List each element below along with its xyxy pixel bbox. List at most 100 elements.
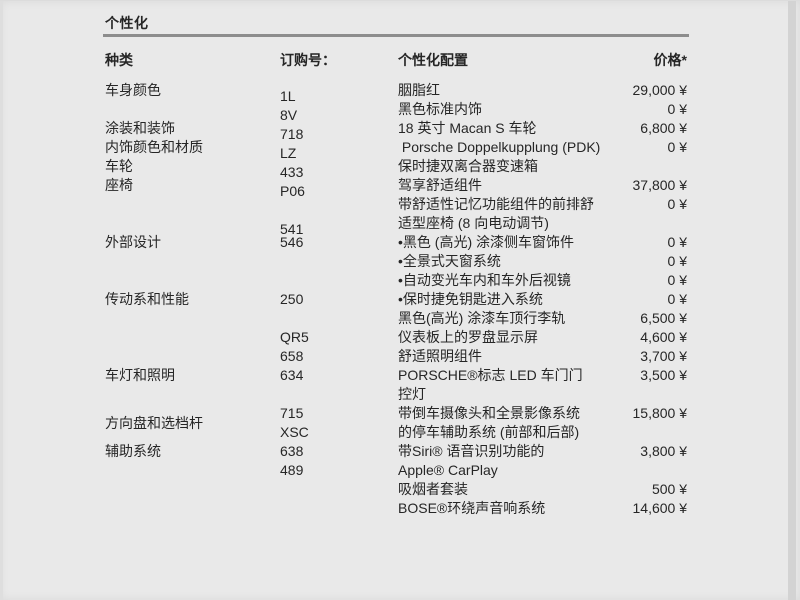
price-cell: 15,800 ¥ — [632, 405, 688, 421]
price-cell: 3,500 ¥ — [640, 367, 687, 383]
price-cell: 37,800 ¥ — [632, 177, 688, 193]
config-cell: •全景式天窗系统 — [398, 253, 501, 269]
config-cell: 带Siri® 语音识别功能的 — [398, 443, 545, 459]
price-cell: 4,600 ¥ — [640, 329, 687, 345]
table-row: 车身颜色 1L 胭脂红 29,000 ¥ — [105, 81, 688, 104]
title-divider — [103, 34, 689, 37]
price-cell: 0 ¥ — [667, 291, 687, 307]
order-number-cell: P06 — [280, 183, 305, 199]
order-number-cell: LZ — [280, 145, 297, 161]
category-cell: 外部设计 — [105, 234, 161, 250]
order-number-cell — [280, 201, 398, 220]
category-cell — [105, 195, 280, 214]
category-cell: 涂装和装饰 — [105, 120, 175, 136]
price-cell — [611, 385, 687, 404]
category-cell: 车灯和照明 — [105, 367, 175, 383]
price-cell: 14,600 ¥ — [632, 500, 688, 516]
price-cell: 0 ¥ — [667, 253, 687, 269]
config-cell: 舒适照明组件 — [398, 348, 482, 364]
category-cell: 辅助系统 — [105, 443, 161, 459]
config-cell: 胭脂红 — [398, 82, 440, 98]
table-row: •自动变光车内和车外后视镜 0 ¥ — [105, 271, 687, 290]
config-cell: 黑色标准内饰 — [398, 101, 482, 117]
table-row: 内饰颜色和材质 LZ Porsche Doppelkupplung (PDK) … — [105, 138, 687, 161]
header-category: 种类 — [105, 52, 133, 68]
config-cell: 仪表板上的罗盘显示屏 — [398, 329, 538, 345]
table-row: 带舒适性记忆功能组件的前排舒 0 ¥ — [105, 195, 687, 214]
table-row: 涂装和装饰 718 18 英寸 Macan S 车轮 6,800 ¥ — [105, 119, 687, 142]
config-cell: 适型座椅 (8 向电动调节) — [398, 215, 549, 231]
config-cell: Apple® CarPlay — [398, 462, 498, 478]
price-cell: 0 ¥ — [667, 272, 687, 288]
header-order-number: 订购号： — [280, 52, 336, 68]
table-row: 541 适型座椅 (8 向电动调节) — [105, 214, 687, 237]
category-cell — [105, 214, 280, 233]
page-title: 个性化 — [105, 15, 149, 31]
order-number-cell: 715 — [280, 405, 304, 421]
order-number-cell: 634 — [280, 367, 304, 383]
order-number-cell: 541 — [280, 221, 304, 237]
price-cell: 0 ¥ — [667, 196, 687, 212]
config-cell: 保时捷双离合器变速箱 — [398, 158, 538, 174]
price-cell: 0 ¥ — [667, 101, 687, 117]
table-row: QR5 仪表板上的罗盘显示屏 4,600 ¥ — [105, 328, 687, 347]
category-cell — [105, 309, 280, 328]
category-cell: 内饰颜色和材质 — [105, 139, 203, 155]
order-number-cell — [280, 480, 398, 499]
options-table-body: 车身颜色 1L 胭脂红 29,000 ¥ 8V 黑色标准内饰 0 ¥ 涂装和装饰… — [105, 81, 687, 518]
price-cell: 6,800 ¥ — [640, 120, 687, 136]
page-left-edge — [0, 1, 3, 600]
table-row: 方向盘和选档杆 XSC 的停车辅助系统 (前部和后部) — [105, 415, 687, 442]
order-number-cell: 638 — [280, 443, 304, 459]
config-cell: •保时捷免钥匙进入系统 — [398, 291, 543, 307]
order-number-cell — [280, 271, 398, 290]
table-row: BOSE®环绕声音响系统 14,600 ¥ — [105, 499, 687, 518]
config-cell: 控灯 — [398, 386, 426, 402]
category-cell — [105, 461, 280, 480]
category-cell — [105, 328, 280, 347]
table-row: 座椅 P06 驾享舒适组件 37,800 ¥ — [105, 176, 688, 199]
category-cell — [105, 499, 280, 518]
order-number-cell: 489 — [280, 462, 304, 478]
table-row: 658 舒适照明组件 3,700 ¥ — [105, 347, 687, 366]
order-number-cell: 718 — [280, 126, 304, 142]
category-cell: 车身颜色 — [105, 82, 161, 98]
order-number-cell — [280, 252, 398, 271]
price-cell — [611, 214, 687, 233]
order-number-cell — [280, 385, 398, 404]
order-number-cell: 250 — [280, 291, 304, 307]
price-cell — [611, 423, 687, 442]
order-number-cell — [280, 499, 398, 518]
category-cell: 方向盘和选档杆 — [105, 415, 203, 431]
category-cell — [105, 480, 280, 499]
order-number-cell: 546 — [280, 234, 304, 250]
page-right-edge — [788, 1, 796, 600]
price-cell: 500 ¥ — [651, 481, 687, 497]
table-row: 控灯 — [105, 385, 687, 404]
price-cell: 29,000 ¥ — [632, 82, 688, 98]
config-cell: •黑色 (高光) 涂漆侧车窗饰件 — [398, 234, 575, 250]
category-cell — [105, 385, 280, 404]
config-cell: 带舒适性记忆功能组件的前排舒 — [398, 196, 594, 212]
table-row: 外部设计 546 •黑色 (高光) 涂漆侧车窗饰件 0 ¥ — [105, 233, 687, 252]
config-cell: PORSCHE®标志 LED 车门门 — [398, 367, 583, 383]
category-cell — [105, 271, 280, 290]
header-config: 个性化配置 — [398, 52, 468, 68]
config-cell: •自动变光车内和车外后视镜 — [398, 272, 571, 288]
category-cell: 座椅 — [105, 177, 133, 193]
price-cell: 0 ¥ — [667, 234, 687, 250]
table-row: 传动系和性能 250 •保时捷免钥匙进入系统 0 ¥ — [105, 290, 687, 309]
price-cell: 0 ¥ — [667, 139, 687, 155]
category-cell — [105, 100, 280, 119]
price-cell: 3,700 ¥ — [640, 348, 687, 364]
table-row: 辅助系统 638 带Siri® 语音识别功能的 3,800 ¥ — [105, 442, 687, 461]
order-number-cell: 1L — [280, 88, 296, 104]
table-row: 黑色(高光) 涂漆车顶行李轨 6,500 ¥ — [105, 309, 687, 328]
category-cell: 车轮 — [105, 158, 133, 174]
order-number-cell: 433 — [280, 164, 304, 180]
table-row: 车灯和照明 634 PORSCHE®标志 LED 车门门 3,500 ¥ — [105, 366, 687, 385]
price-cell: 3,800 ¥ — [640, 443, 687, 459]
config-cell: 黑色(高光) 涂漆车顶行李轨 — [398, 310, 566, 326]
table-row: 车轮 433 保时捷双离合器变速箱 — [105, 157, 687, 180]
order-number-cell: 658 — [280, 348, 304, 364]
